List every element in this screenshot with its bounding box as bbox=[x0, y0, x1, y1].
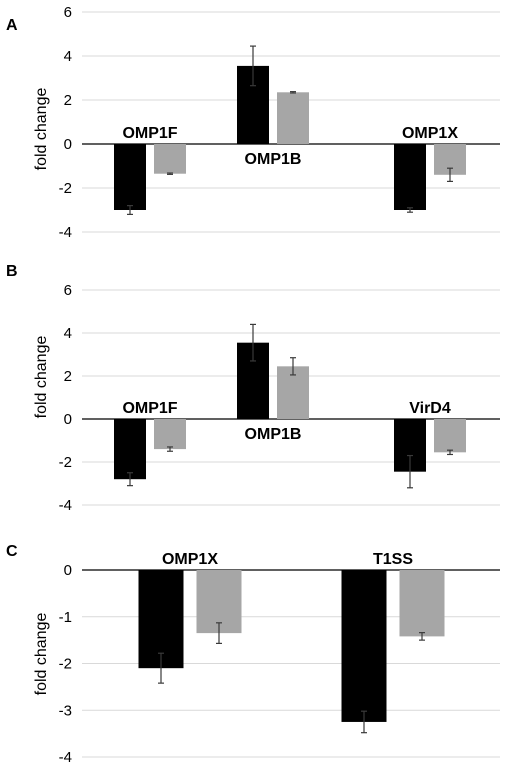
panel-letter: B bbox=[6, 263, 18, 280]
bar bbox=[394, 144, 426, 210]
category-label: OMP1B bbox=[245, 151, 302, 168]
y-tick-label: 0 bbox=[64, 136, 72, 153]
panel-c: C fold change -4 -3 -2 -1 0 OMP1X T1SS bbox=[6, 543, 500, 764]
bar bbox=[138, 570, 184, 669]
bar bbox=[399, 570, 445, 637]
y-tick-label: 2 bbox=[64, 368, 72, 385]
category-label: OMP1X bbox=[402, 125, 458, 142]
bar bbox=[434, 419, 466, 453]
category-label: OMP1F bbox=[122, 125, 177, 142]
y-tick-label: 6 bbox=[64, 4, 72, 21]
y-tick-label: -2 bbox=[59, 656, 72, 673]
y-axis-label: fold change bbox=[33, 613, 50, 696]
category-label: OMP1F bbox=[122, 400, 177, 417]
bar bbox=[114, 419, 146, 480]
y-tick-label: -4 bbox=[59, 749, 72, 764]
y-tick-label: 0 bbox=[64, 411, 72, 428]
y-tick-label: -2 bbox=[59, 180, 72, 197]
y-tick-label: 2 bbox=[64, 92, 72, 109]
bar bbox=[154, 144, 186, 174]
category-label: T1SS bbox=[373, 551, 413, 568]
bar bbox=[154, 419, 186, 450]
y-axis-label: fold change bbox=[33, 336, 50, 419]
category-label: OMP1B bbox=[245, 426, 302, 443]
y-tick-label: -4 bbox=[59, 497, 72, 514]
y-tick-label: -1 bbox=[59, 609, 72, 626]
y-tick-label: -4 bbox=[59, 224, 72, 241]
y-axis-label: fold change bbox=[33, 88, 50, 171]
y-tick-label: -3 bbox=[59, 702, 72, 719]
panel-letter: C bbox=[6, 543, 18, 560]
panel-a: A fold change -4 -2 0 2 4 6 OMP1F OMP1B OMP1X bbox=[6, 4, 500, 241]
panel-b: B fold change -4 -2 0 2 4 6 OMP1F OMP1B VirD4 bbox=[6, 263, 500, 514]
y-tick-label: 4 bbox=[64, 48, 72, 65]
category-label: VirD4 bbox=[409, 400, 451, 417]
y-tick-label: 0 bbox=[64, 562, 72, 579]
y-tick-label: 6 bbox=[64, 282, 72, 299]
category-label: OMP1X bbox=[162, 551, 218, 568]
bar bbox=[341, 570, 387, 722]
y-tick-label: -2 bbox=[59, 454, 72, 471]
panel-letter: A bbox=[6, 17, 18, 34]
bar bbox=[277, 92, 309, 144]
bar bbox=[114, 144, 146, 210]
y-tick-label: 4 bbox=[64, 325, 72, 342]
